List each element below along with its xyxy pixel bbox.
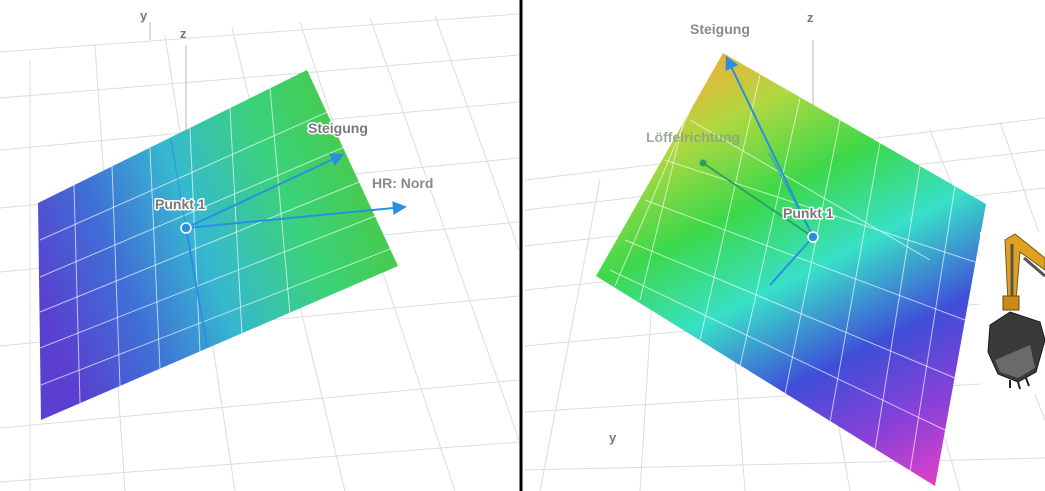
left-label-point-1: Punkt 1 [155, 196, 206, 212]
right-axis-label-y: y [609, 430, 617, 445]
right-label-point-1: Punkt 1 [783, 205, 834, 221]
left-label-slope: Steigung [308, 120, 368, 136]
left-point-1-marker [180, 222, 192, 234]
right-label-slope: Steigung [690, 21, 750, 37]
right-slope-vector [725, 55, 814, 238]
right-label-bucket-direction: Löffelrichtung [646, 129, 740, 145]
left-normal-vector [185, 227, 208, 347]
right-z-stub [768, 152, 814, 238]
right-normal-vector [769, 236, 814, 286]
right-view: z y Steigung Löffelrichtung Punkt 1 [524, 10, 1045, 491]
left-axis-label-y: y [140, 8, 148, 23]
left-z-stub [170, 139, 187, 229]
excavator-bucket-icon [980, 232, 1045, 394]
left-axis-label-z: z [180, 26, 187, 41]
right-axis-label-z: z [807, 10, 814, 25]
left-plane-grid [39, 87, 391, 404]
left-main-direction-vector [185, 201, 407, 229]
left-slope-vector [185, 153, 345, 229]
left-label-main-direction: HR: Nord [372, 175, 433, 191]
right-bucket-direction-tip [699, 159, 707, 167]
left-slope-plane [38, 70, 398, 420]
right-point-1-marker [807, 231, 819, 243]
right-slope-plane [596, 53, 986, 486]
right-plane-grid [609, 74, 976, 473]
right-bucket-direction-vector [702, 162, 814, 238]
left-view: y z Punkt 1 Steigung HR: Nord [0, 8, 519, 491]
